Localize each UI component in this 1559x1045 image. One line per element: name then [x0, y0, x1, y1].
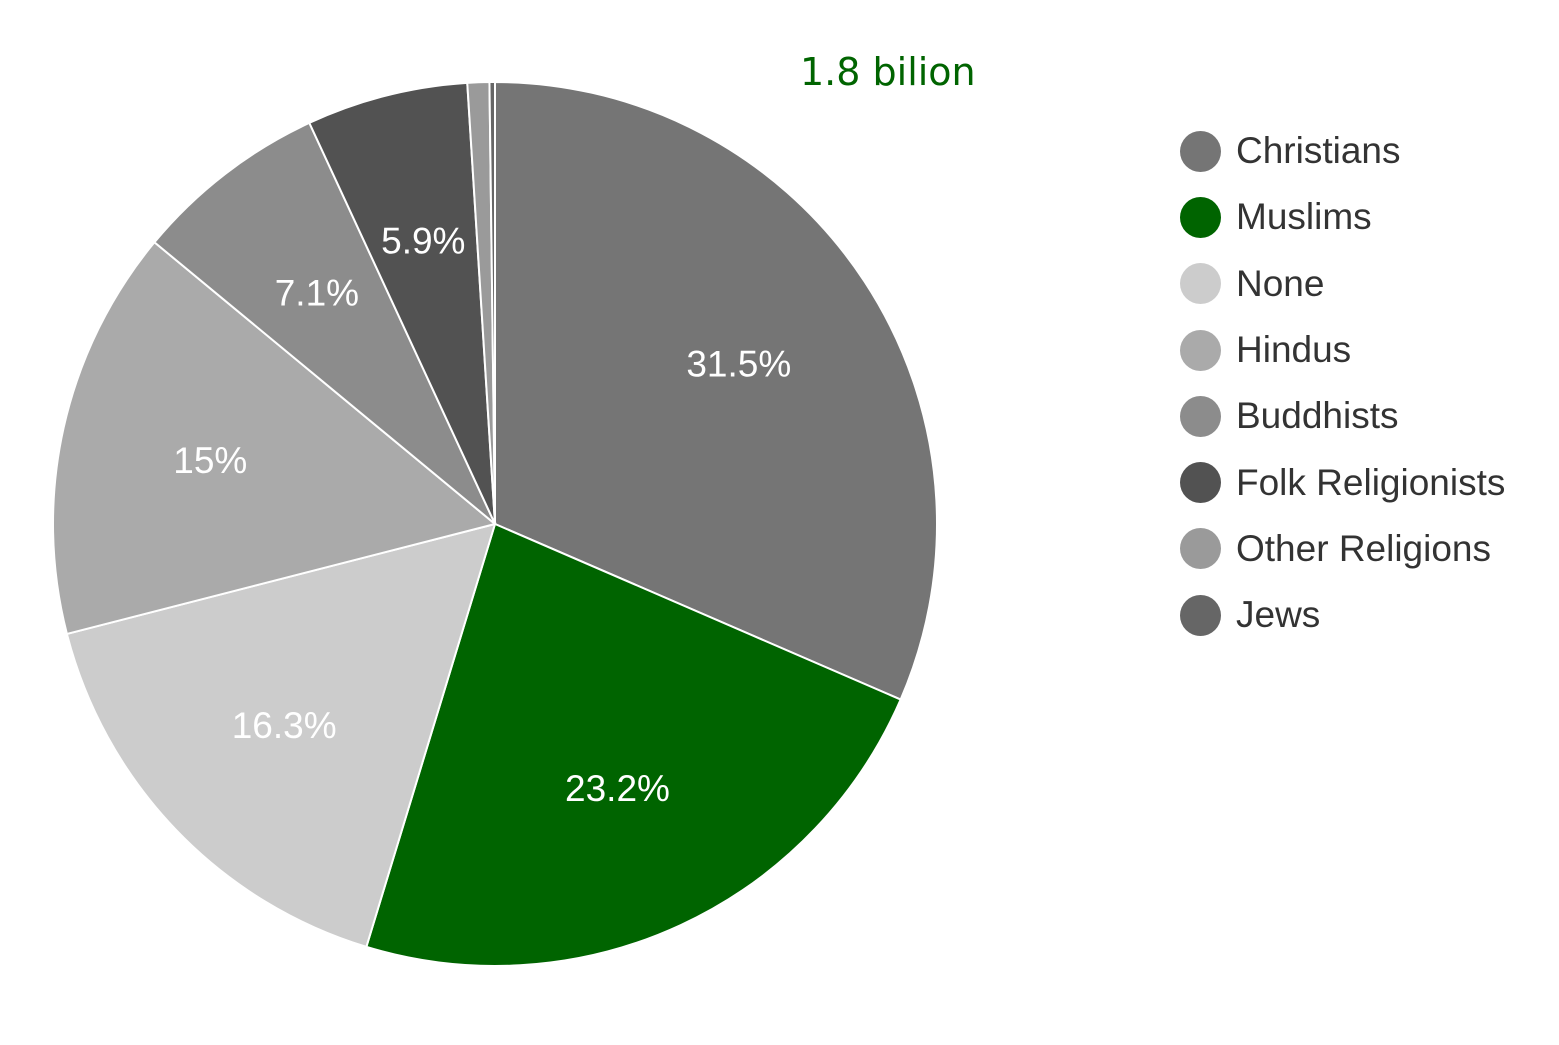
legend-swatch-hindus — [1180, 329, 1221, 371]
legend-label-none: None — [1236, 262, 1325, 304]
legend-item-christians: Christians — [1180, 118, 1505, 184]
legend-swatch-buddhists — [1180, 395, 1221, 437]
muslims-annotation: 1.8 bilion — [800, 50, 976, 94]
slice-jews — [488, 80, 496, 525]
legend: Christians Muslims None Hindus Buddhists Folk… — [1180, 118, 1505, 648]
legend-swatch-other-religions — [1180, 528, 1221, 570]
legend-item-muslims: Muslims — [1180, 184, 1505, 250]
legend-label-buddhists: Buddhists — [1236, 395, 1399, 437]
legend-item-other-religions: Other Religions — [1180, 516, 1505, 582]
slice-muslims — [365, 522, 902, 967]
legend-label-christians: Christians — [1236, 130, 1401, 172]
legend-item-jews: Jews — [1180, 582, 1505, 648]
legend-swatch-jews — [1180, 594, 1221, 636]
pie-slices — [52, 80, 938, 967]
legend-item-folk-religionists: Folk Religionists — [1180, 449, 1505, 515]
pie-slice-labels: 31.5% 23.2% 16.3% 15% 7.1% 5.9% — [173, 221, 791, 810]
slice-label-christians: 31.5% — [686, 343, 791, 384]
slice-label-hindus: 15% — [173, 440, 247, 481]
legend-label-folk-religionists: Folk Religionists — [1236, 461, 1506, 503]
slice-buddhists — [153, 121, 496, 525]
legend-label-muslims: Muslims — [1236, 196, 1372, 238]
legend-swatch-muslims — [1180, 196, 1221, 238]
legend-swatch-folk-religionists — [1180, 462, 1221, 504]
slice-label-buddhists: 7.1% — [275, 272, 359, 313]
legend-label-hindus: Hindus — [1236, 329, 1352, 371]
slice-hindus — [52, 240, 498, 636]
legend-swatch-none — [1180, 263, 1221, 305]
slice-none — [65, 522, 497, 949]
slice-christians — [494, 80, 938, 701]
legend-label-jews: Jews — [1236, 594, 1321, 636]
legend-item-hindus: Hindus — [1180, 317, 1505, 383]
legend-label-other-religions: Other Religions — [1236, 527, 1492, 569]
slice-label-muslims: 23.2% — [565, 768, 670, 809]
legend-item-buddhists: Buddhists — [1180, 383, 1505, 449]
slice-label-folk-religionists: 5.9% — [381, 221, 465, 262]
slice-folk-religionists — [307, 81, 496, 525]
slice-label-none: 16.3% — [232, 705, 337, 746]
legend-item-none: None — [1180, 251, 1505, 317]
legend-swatch-christians — [1180, 130, 1221, 172]
